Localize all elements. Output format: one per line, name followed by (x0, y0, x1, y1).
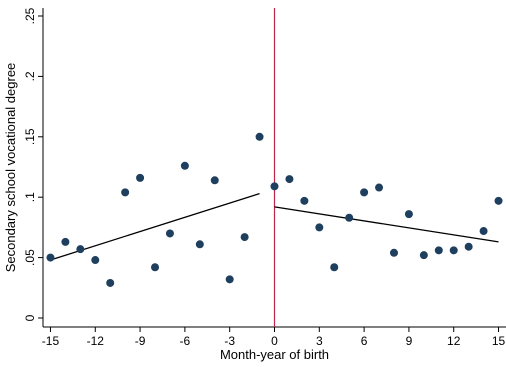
data-point (225, 275, 234, 284)
x-tick-label: -15 (42, 334, 60, 348)
data-point (195, 240, 204, 249)
x-tick-label: 3 (316, 334, 323, 348)
x-tick-label: 12 (447, 334, 461, 348)
data-point (180, 161, 189, 170)
data-point (151, 263, 160, 272)
data-point (210, 176, 219, 185)
data-point (121, 188, 130, 197)
y-tick-label: .2 (23, 71, 37, 81)
data-point (91, 256, 100, 265)
data-point (46, 253, 55, 262)
x-tick-label: 0 (271, 334, 278, 348)
x-tick-label: -12 (87, 334, 105, 348)
data-point (106, 278, 115, 287)
x-tick-label: -9 (135, 334, 146, 348)
data-point (61, 237, 70, 246)
data-point (255, 132, 264, 141)
x-tick-label: 9 (406, 334, 413, 348)
x-tick-label: 6 (361, 334, 368, 348)
data-point (240, 233, 249, 242)
data-point (270, 182, 279, 191)
axes: -15 -12 -9 -6 -3 0 3 6 9 12 15 0 .05 .1 .15 .2 .25 (23, 7, 506, 348)
x-tick-label: -3 (224, 334, 235, 348)
y-axis-title: Secondary school vocational degree (3, 63, 18, 273)
x-axis-title: Month-year of birth (220, 347, 329, 362)
y-tick-label: .25 (23, 7, 37, 24)
data-point (419, 251, 428, 260)
y-tick-label: .1 (23, 192, 37, 202)
x-tick-label: -6 (180, 334, 191, 348)
data-point (464, 242, 473, 251)
y-tick-label: .05 (23, 249, 37, 266)
data-point (360, 188, 369, 197)
data-point (315, 223, 324, 232)
data-point (494, 196, 503, 205)
data-point (404, 210, 413, 219)
data-point (300, 196, 309, 205)
data-point (434, 246, 443, 255)
fit-line (274, 206, 499, 243)
data-point (76, 245, 85, 254)
data-point (136, 173, 145, 182)
data-point (479, 227, 488, 236)
data-point (375, 183, 384, 192)
data-point (345, 213, 354, 222)
data-point (165, 229, 174, 238)
data-point (330, 263, 339, 272)
data-point (285, 175, 294, 184)
y-tick-label: .15 (23, 128, 37, 145)
data-point (449, 246, 458, 255)
y-tick-label: 0 (23, 314, 37, 321)
data-point (389, 248, 398, 257)
x-tick-label: 15 (492, 334, 506, 348)
data-points (46, 132, 503, 287)
fit-line (50, 192, 260, 261)
fit-lines (50, 192, 499, 261)
